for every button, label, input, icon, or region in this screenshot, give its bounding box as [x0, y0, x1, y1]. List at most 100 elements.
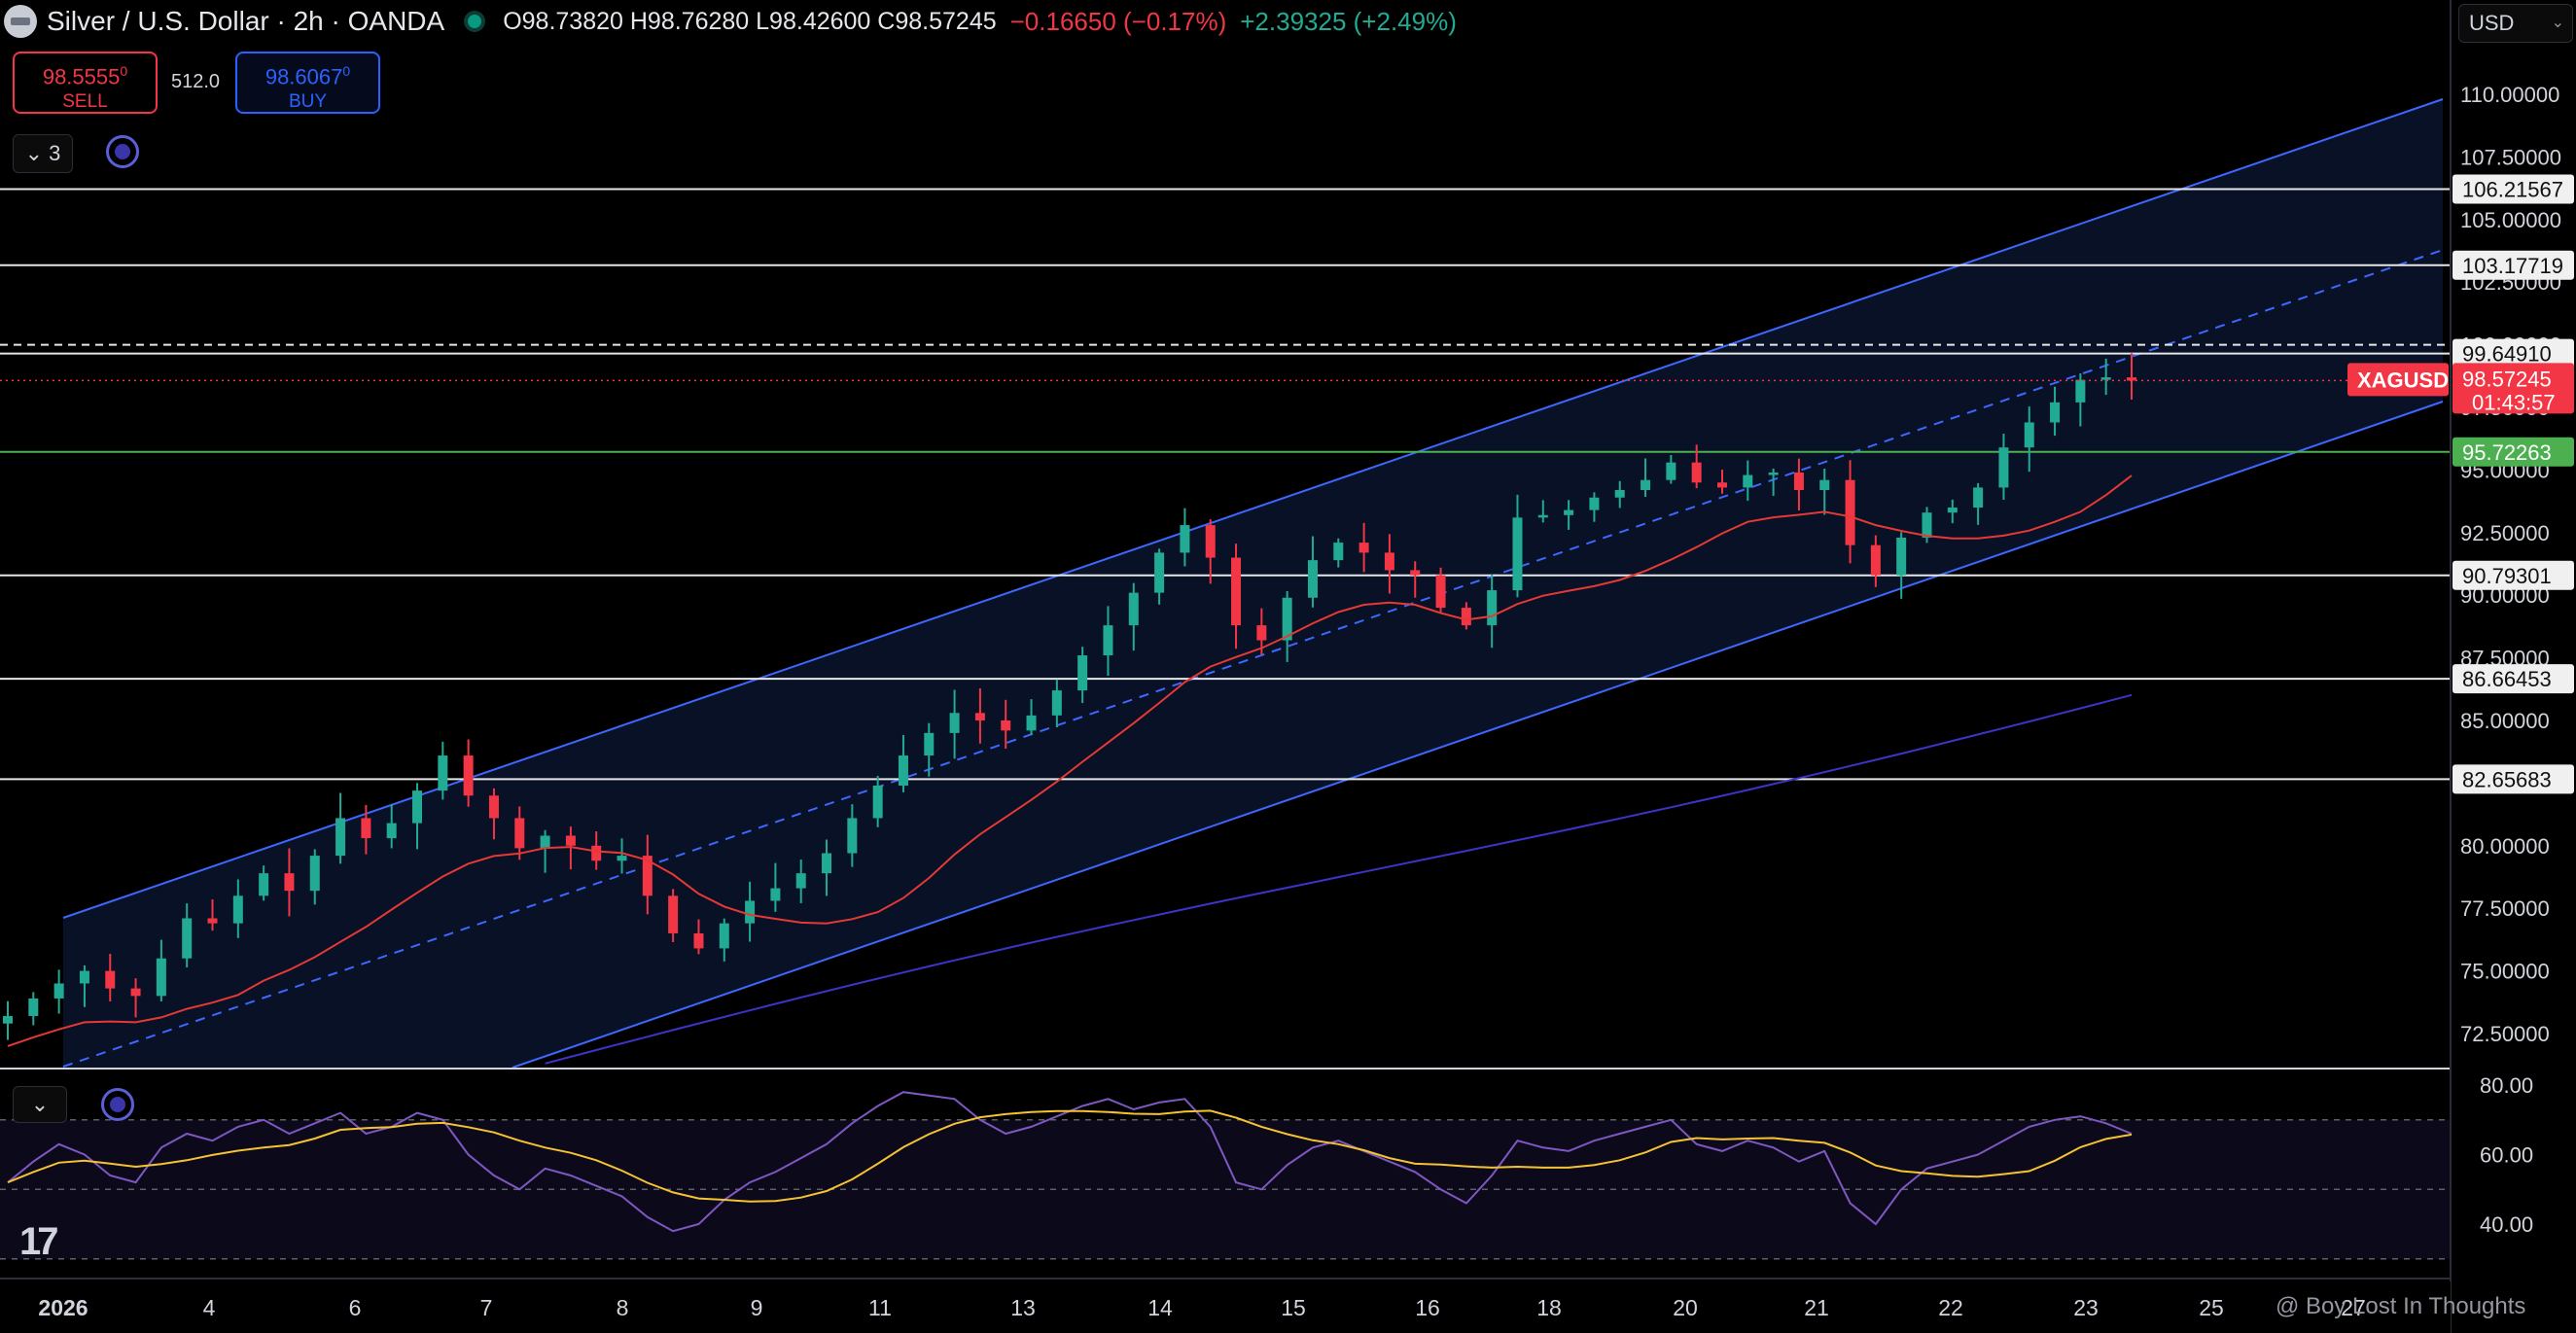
level-label-text: 95.72263 — [2462, 440, 2552, 465]
candle-body — [232, 895, 243, 924]
candle-body — [438, 755, 448, 791]
candle-body — [1282, 597, 1292, 641]
candle-body — [259, 873, 269, 896]
buy-label: BUY — [288, 91, 328, 113]
buy-button[interactable]: 98.60670 BUY — [235, 52, 380, 114]
candle-body — [1256, 625, 1267, 641]
sync-icon[interactable] — [106, 135, 139, 168]
time-tick-label: 13 — [1010, 1295, 1036, 1320]
candle-body — [1410, 570, 1421, 576]
buy-price-sup: 0 — [342, 63, 351, 79]
sell-price-sup: 0 — [120, 63, 128, 79]
candle-body — [770, 888, 781, 901]
bar-change: −0.16650 (−0.17%) — [1009, 6, 1227, 36]
candle-body — [1614, 490, 1625, 498]
candle-body — [617, 856, 627, 861]
candle-body — [872, 785, 883, 819]
sell-button[interactable]: 98.55550 SELL — [13, 52, 158, 114]
price-tick-label: 85.00000 — [2460, 709, 2550, 733]
candle-body — [1205, 525, 1216, 558]
time-tick-label: 22 — [1938, 1295, 1963, 1320]
price-tick-label: 105.00000 — [2460, 208, 2561, 232]
level-label-box — [2452, 174, 2574, 204]
candle-body — [488, 795, 499, 819]
candle-body — [105, 970, 116, 989]
candle-body — [1641, 479, 1651, 491]
price-tick-label: 77.50000 — [2460, 896, 2550, 921]
candle-body — [1435, 575, 1446, 609]
candle-body — [1691, 462, 1702, 483]
candle-body — [693, 932, 704, 949]
chevron-down-icon: ⌄ — [30, 1092, 50, 1116]
indicators-toggle-button[interactable]: ⌄ 3 — [13, 134, 73, 173]
symbol-title[interactable]: Silver / U.S. Dollar · 2h · OANDA — [47, 6, 445, 36]
candle-body — [540, 835, 550, 849]
candle-body — [3, 1015, 13, 1024]
open-value: O98.73820 — [503, 7, 623, 35]
level-label-box — [2452, 338, 2574, 368]
spread-value: 512.0 — [171, 71, 221, 92]
candle-body — [386, 823, 397, 839]
candle-body — [53, 983, 64, 999]
candle-body — [1103, 625, 1113, 656]
price-tick-label: 72.50000 — [2460, 1022, 2550, 1046]
silver-symbol-icon[interactable] — [4, 5, 37, 38]
candle-body — [795, 873, 806, 889]
candle-body — [974, 713, 985, 720]
candle-body — [2127, 377, 2136, 381]
candle-body — [79, 970, 89, 984]
candle-body — [1768, 472, 1779, 475]
price-tick-label: 92.50000 — [2460, 521, 2550, 545]
candle-body — [156, 958, 166, 997]
level-label-box — [2452, 560, 2574, 590]
candle-body — [1666, 462, 1676, 480]
tradingview-logo-icon[interactable]: 17 — [19, 1220, 58, 1263]
candles-group — [3, 353, 2136, 1040]
symbol-header: Silver / U.S. Dollar · 2h · OANDA O98.73… — [0, 0, 1457, 43]
candle-body — [949, 713, 960, 733]
buy-price: 98.6067 — [265, 64, 343, 89]
candle-body — [1589, 497, 1600, 510]
market-status-icon[interactable] — [468, 15, 482, 28]
level-label-text: 82.65683 — [2462, 767, 2552, 791]
ma-slow-line — [545, 693, 2133, 1065]
rsi-tick-label: 60.00 — [2480, 1143, 2533, 1168]
channel-fill — [63, 99, 2443, 1068]
chevron-down-icon: ⌄ — [2551, 15, 2564, 31]
ma-fast-line — [7, 474, 2133, 1047]
candle-body — [514, 818, 525, 849]
indicators-count: 3 — [49, 141, 61, 165]
candle-body — [130, 988, 141, 997]
candle-body — [2050, 402, 2061, 423]
candle-body — [591, 845, 602, 861]
candle-body — [1180, 525, 1190, 553]
rsi-collapse-button[interactable]: ⌄ — [13, 1086, 67, 1123]
candle-body — [1128, 592, 1139, 626]
rsi-sync-icon[interactable] — [101, 1088, 134, 1121]
price-tick-label: 80.00000 — [2460, 834, 2550, 859]
candle-body — [1461, 608, 1471, 626]
symbol-tag-box — [2347, 363, 2449, 397]
currency-select[interactable]: USD ⌄ — [2458, 4, 2573, 43]
time-tick-label: 27 — [2341, 1295, 2366, 1320]
candle-body — [2100, 377, 2111, 380]
candle-body — [1998, 447, 2009, 488]
candle-body — [1947, 508, 1958, 513]
level-label-text: 90.79301 — [2462, 564, 2552, 588]
candle-body — [1793, 472, 1804, 491]
level-label-box — [2452, 250, 2574, 280]
time-tick-label: 20 — [1673, 1295, 1698, 1320]
candle-body — [1896, 537, 1907, 576]
candle-body — [847, 818, 858, 854]
candle-body — [1743, 474, 1753, 488]
time-axis-background — [0, 1281, 2451, 1333]
time-tick-label: 14 — [1147, 1295, 1173, 1320]
candle-body — [1231, 557, 1242, 626]
candle-body — [668, 895, 679, 933]
time-tick-label: 18 — [1536, 1295, 1562, 1320]
candle-body — [1359, 543, 1369, 553]
candle-body — [412, 790, 423, 824]
candle-body — [1026, 715, 1037, 731]
level-label-box — [2452, 437, 2574, 467]
